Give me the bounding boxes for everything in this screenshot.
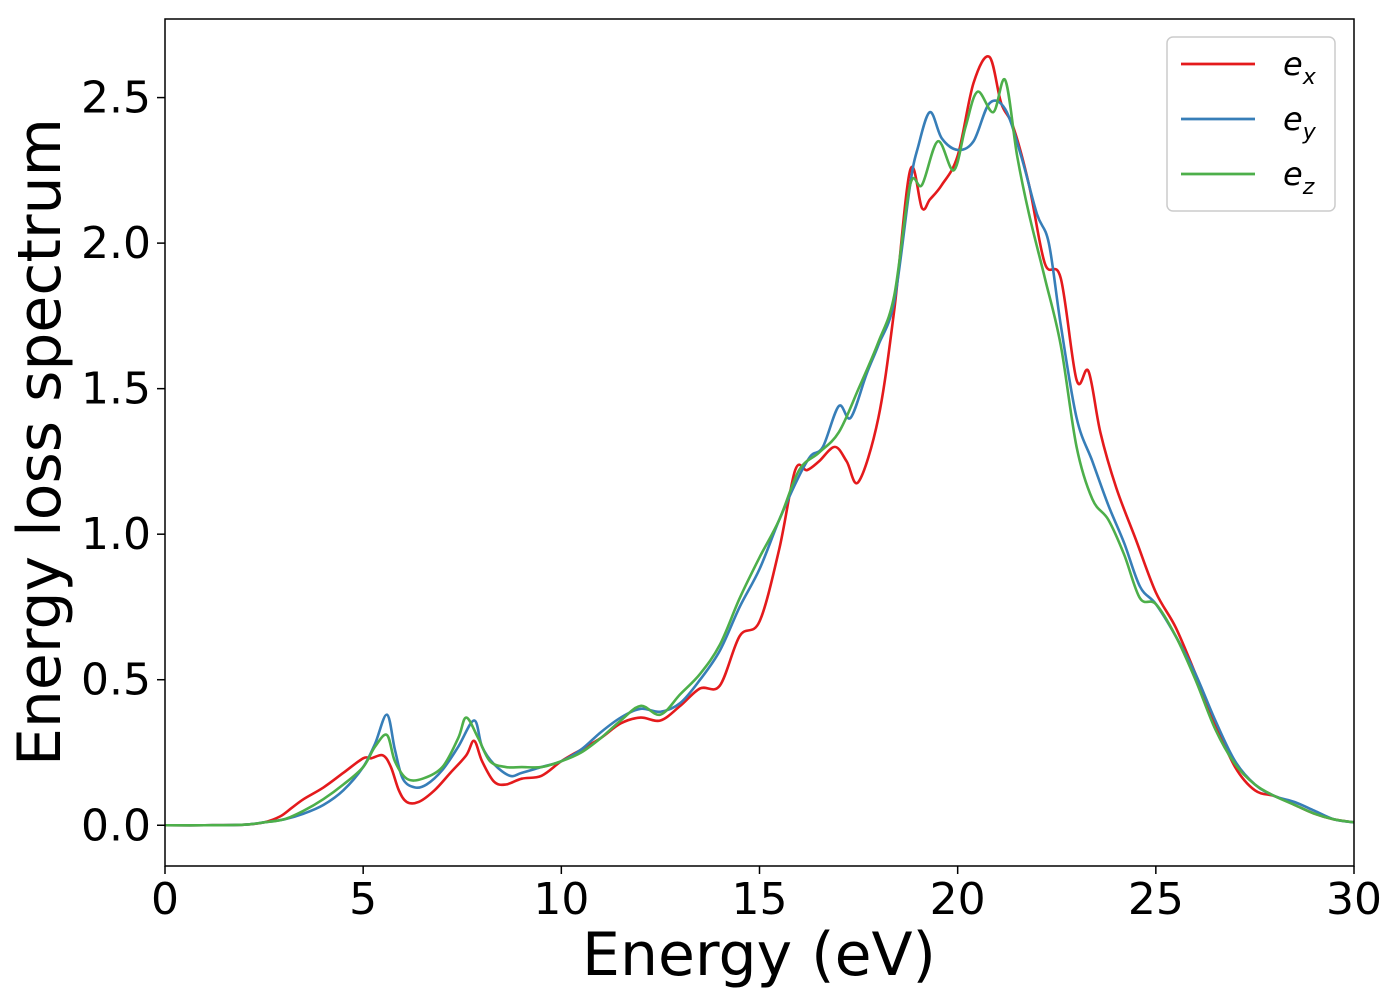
series-layer <box>164 55 1355 827</box>
y-tick-label: 1.0 <box>81 509 151 560</box>
y-tick-label: 1.5 <box>81 364 151 415</box>
legend-label-y: ey <box>1283 100 1317 145</box>
x-tick-label: 0 <box>151 874 179 925</box>
y-axis-ticks: 0.0 0.5 1.0 1.5 2.0 2.5 <box>81 73 165 851</box>
x-tick-label: 10 <box>533 874 589 925</box>
x-axis-label: Energy (eV) <box>582 920 936 990</box>
legend-label-z: ez <box>1283 155 1315 200</box>
x-tick-label: 30 <box>1326 874 1382 925</box>
legend: ex ey ez <box>1166 36 1336 212</box>
y-tick-label: 0.5 <box>81 655 151 706</box>
series-line-e-y <box>164 99 1355 827</box>
x-tick-label: 25 <box>1128 874 1184 925</box>
x-axis-ticks: 0 5 10 15 20 25 30 <box>151 866 1382 925</box>
legend-label-x: ex <box>1283 45 1317 90</box>
legend-items: ex ey ez <box>1181 45 1317 200</box>
y-tick-label: 2.0 <box>81 218 151 269</box>
x-tick-label: 15 <box>732 874 788 925</box>
y-tick-label: 0.0 <box>81 800 151 851</box>
y-axis-label: Energy loss spectrum <box>5 118 75 766</box>
series-line-e-z <box>164 78 1355 827</box>
x-tick-label: 20 <box>930 874 986 925</box>
legend-box <box>1166 36 1336 212</box>
y-tick-label: 2.5 <box>81 73 151 124</box>
x-tick-label: 5 <box>349 874 377 925</box>
